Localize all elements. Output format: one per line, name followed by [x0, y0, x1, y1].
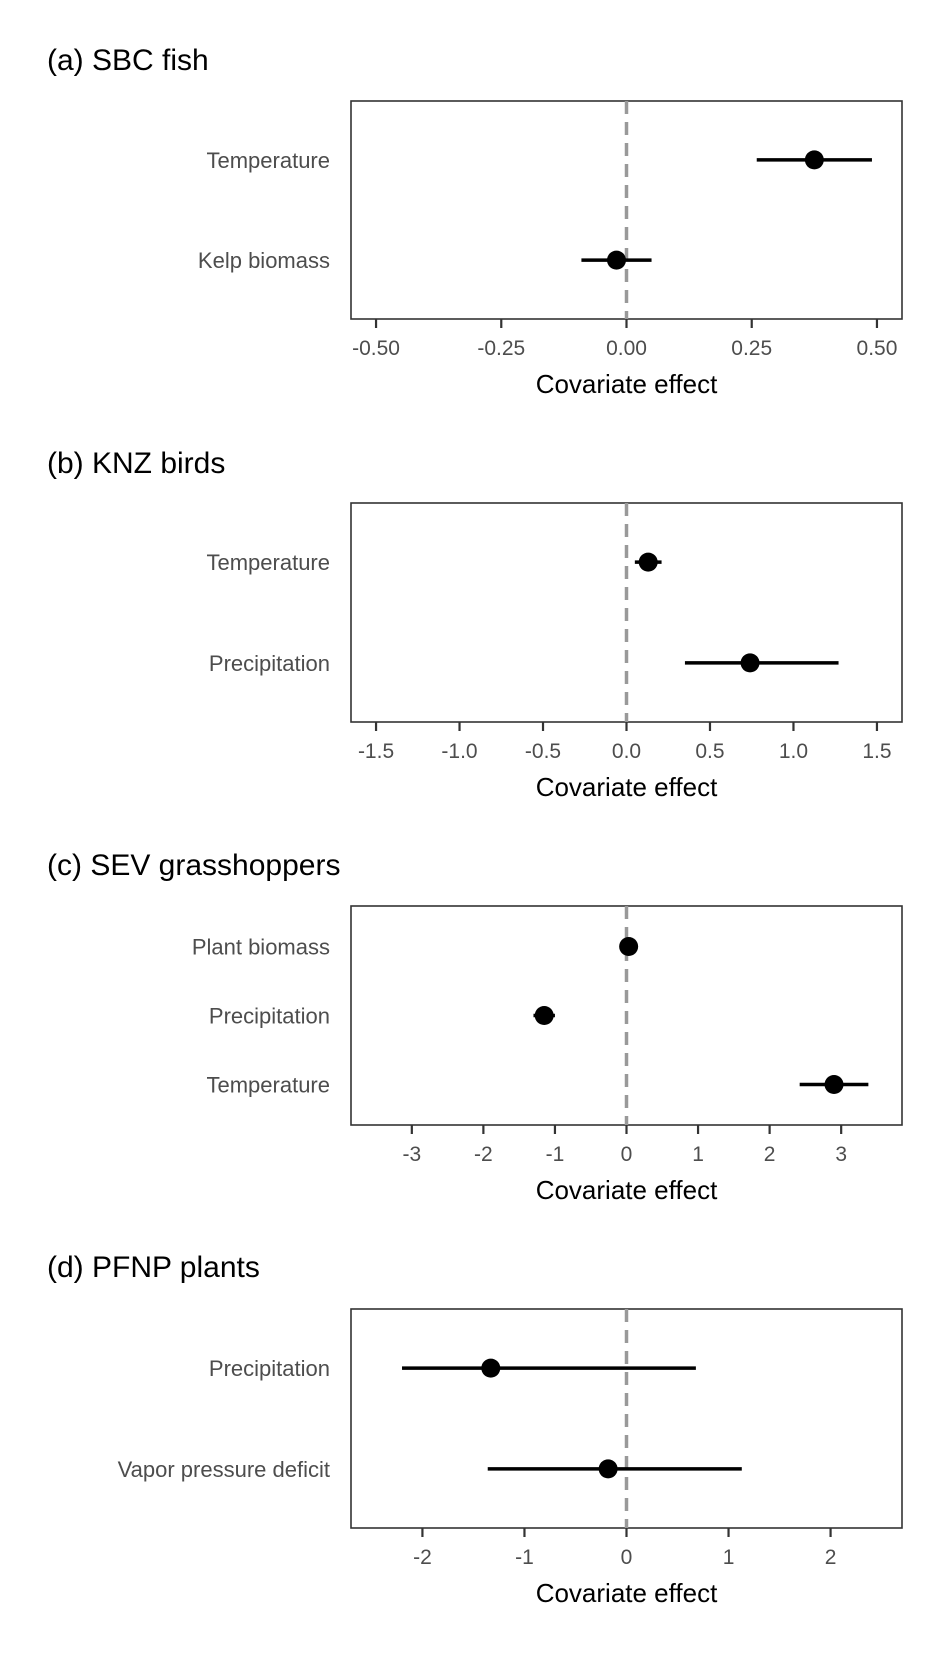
x-tick-label: 0.00	[606, 337, 647, 360]
panel-a: (a) SBC fish -0.50 -0.25 0.00 0.25 0.50 Covari…	[47, 44, 903, 399]
x-tick-label: 0.5	[695, 740, 724, 763]
category-label: Vapor pressure deficit	[118, 1457, 330, 1482]
category-label: Temperature	[206, 148, 330, 173]
category-label: Precipitation	[209, 651, 330, 676]
x-tick-label: 0.50	[857, 337, 898, 360]
x-tick-label: -1	[546, 1143, 565, 1166]
panel-c: (c) SEV grasshoppers -3 -2 -1 0 1 2 3 Covariate …	[47, 849, 903, 1205]
x-tick-label: -2	[413, 1546, 432, 1569]
x-tick-label: 1.0	[779, 740, 808, 763]
panel-d: (d) PFNP plants -2 -1 0 1 2 Covariate effect Pr…	[47, 1251, 903, 1608]
category-label: Temperature	[206, 1072, 330, 1097]
x-tick-label: 0.0	[612, 740, 641, 763]
panel-title: (a) SBC fish	[47, 44, 209, 77]
estimate-point	[638, 552, 658, 572]
x-tick-label: -1	[515, 1546, 534, 1569]
category-label: Precipitation	[209, 1004, 330, 1029]
x-tick-label: 3	[835, 1143, 847, 1166]
estimate-point	[598, 1459, 618, 1479]
x-tick-label: -1.0	[441, 740, 477, 763]
x-tick-label: 1	[692, 1143, 704, 1166]
x-tick-label: 0.25	[731, 337, 772, 360]
x-axis-title: Covariate effect	[536, 1175, 718, 1205]
estimate-point	[619, 937, 639, 957]
x-axis-title: Covariate effect	[536, 369, 718, 399]
x-tick-label: -3	[402, 1143, 421, 1166]
estimate-point	[824, 1074, 844, 1094]
category-label: Plant biomass	[192, 935, 330, 960]
estimate-point	[534, 1006, 554, 1025]
panel-title: (d) PFNP plants	[47, 1251, 260, 1284]
x-axis-title: Covariate effect	[536, 772, 718, 802]
x-tick-label: -1.5	[358, 740, 394, 763]
x-tick-label: 1	[723, 1546, 735, 1569]
estimate-point	[804, 150, 824, 170]
estimate-point	[481, 1358, 501, 1378]
x-tick-label: -0.25	[477, 337, 525, 360]
panel-title: (b) KNZ birds	[47, 447, 225, 480]
estimate-point	[740, 653, 760, 673]
category-label: Kelp biomass	[198, 248, 330, 273]
panel-b: (b) KNZ birds -1.5 -1.0 -0.5 0.0 0.5 1.0 1.5 Cov…	[47, 447, 903, 802]
x-tick-label: -2	[474, 1143, 493, 1166]
x-tick-label: 0	[621, 1546, 633, 1569]
x-tick-label: 0	[621, 1143, 633, 1166]
x-axis-title: Covariate effect	[536, 1578, 718, 1608]
category-label: Precipitation	[209, 1356, 330, 1381]
estimate-point	[606, 250, 626, 270]
panel-title: (c) SEV grasshoppers	[47, 849, 340, 882]
x-tick-label: -0.50	[352, 337, 400, 360]
x-tick-label: -0.5	[525, 740, 561, 763]
category-label: Temperature	[206, 550, 330, 575]
x-tick-label: 2	[825, 1546, 837, 1569]
x-tick-label: 1.5	[862, 740, 891, 763]
x-tick-label: 2	[764, 1143, 776, 1166]
